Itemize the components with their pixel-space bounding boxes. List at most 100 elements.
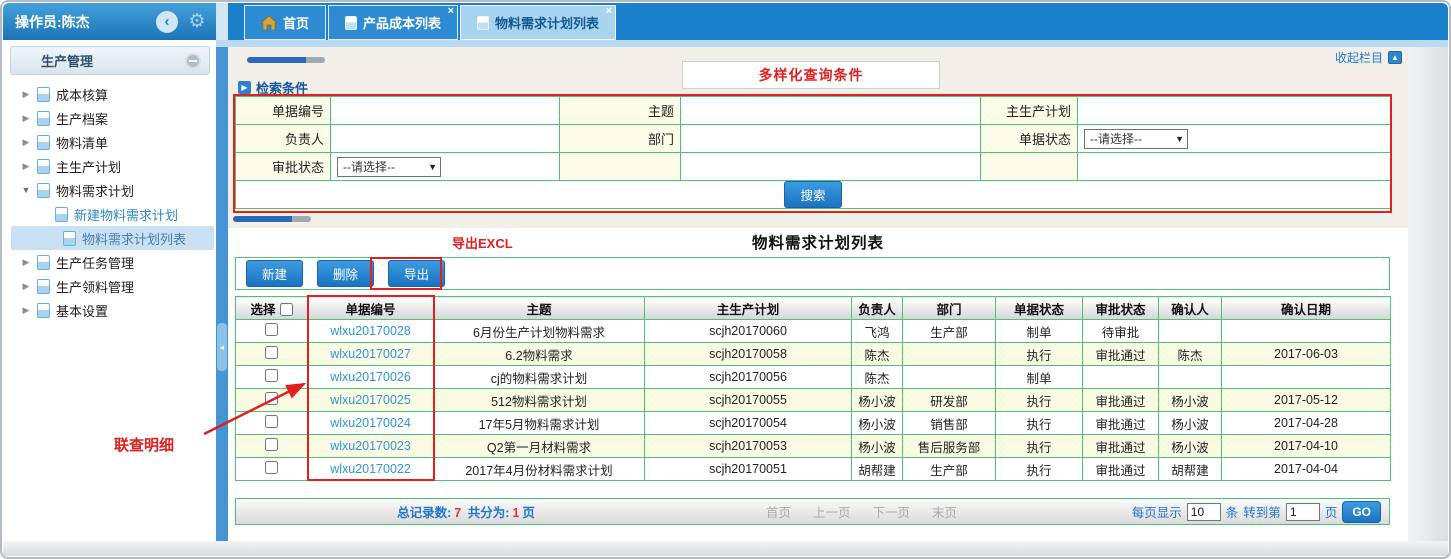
- field-label-doc-status: 单据状态: [980, 124, 1078, 153]
- sidebar-item-production-archive[interactable]: ▶ 生产档案: [22, 110, 109, 127]
- tab-label: 产品成本列表: [363, 16, 442, 31]
- row-checkbox[interactable]: [265, 438, 278, 451]
- document-icon: [37, 254, 50, 270]
- code-input[interactable]: [337, 99, 553, 122]
- sidebar-item-mrp[interactable]: ▼ 物料需求计划: [21, 182, 135, 199]
- sidebar-item-cost-accounting[interactable]: ▶ 成本核算: [22, 86, 109, 103]
- chevron-right-icon[interactable]: ▶: [22, 160, 30, 171]
- dept-input[interactable]: [687, 127, 974, 150]
- sidebar-item-task-management[interactable]: ▶ 生产任务管理: [22, 254, 135, 271]
- operator-header: 操作员:陈杰 ‹ ⚙: [3, 3, 216, 40]
- tab-close-icon[interactable]: ×: [447, 5, 455, 17]
- back-icon[interactable]: ‹: [156, 10, 178, 33]
- list-toolbar: 新建 删除 导出: [235, 257, 1390, 290]
- row-checkbox[interactable]: [265, 392, 278, 405]
- row-checkbox[interactable]: [265, 415, 278, 428]
- table-row: wlxu20170024 17年5月物料需求计划 scjh20170054 杨小…: [235, 411, 1391, 435]
- tab-close-icon[interactable]: ×: [605, 5, 613, 17]
- code-link[interactable]: wlxu20170024: [307, 411, 434, 435]
- table-row: wlxu20170025 512物料需求计划 scjh20170055 杨小波 …: [235, 388, 1391, 412]
- search-button[interactable]: 搜索: [784, 181, 842, 208]
- table-row: wlxu20170023 Q2第一月材料需求 scjh20170053 杨小波 …: [235, 434, 1391, 458]
- chevron-right-icon[interactable]: ▶: [22, 304, 30, 315]
- pagination-bar: 总记录数:7 共分为:1页 首页 上一页 下一页 末页 每页显示 条 转到第 页…: [235, 498, 1390, 525]
- approval-status-select[interactable]: --请选择-- ▼: [337, 156, 441, 177]
- chevron-right-icon[interactable]: ▶: [22, 256, 30, 267]
- search-section-header: ▶ 检索条件: [238, 78, 308, 97]
- collapse-section-label[interactable]: 收起栏目: [1334, 51, 1383, 65]
- search-form-table: 单据编号 主题 主生产计划 负责人 部门 单据状态 --请选择-- ▼: [235, 96, 1391, 209]
- annotation-export-excel: 导出EXCL: [452, 236, 513, 251]
- chevron-right-icon[interactable]: ▶: [22, 136, 30, 147]
- document-icon: [55, 206, 68, 222]
- column-code: 单据编号: [307, 296, 434, 320]
- select-all-checkbox[interactable]: [279, 302, 293, 316]
- sidebar-item-new-mrp[interactable]: 新建物料需求计划: [3, 202, 216, 226]
- chevron-right-icon[interactable]: ▶: [22, 280, 30, 291]
- tab-product-cost-list[interactable]: 产品成本列表 ×: [328, 5, 459, 40]
- column-confirm-date: 确认日期: [1221, 296, 1391, 320]
- collapse-panel-icon[interactable]: [185, 52, 201, 69]
- chevron-right-icon[interactable]: ▶: [22, 88, 30, 99]
- tab-mrp-list[interactable]: 物料需求计划列表 ×: [460, 5, 617, 40]
- header-gap-strip: [216, 3, 228, 40]
- subject-input[interactable]: [687, 99, 974, 122]
- owner-input[interactable]: [337, 127, 553, 150]
- prev-page-link[interactable]: 上一页: [813, 506, 851, 520]
- splitter-collapse-handle[interactable]: ◂: [217, 323, 227, 371]
- code-link[interactable]: wlxu20170022: [307, 457, 434, 481]
- code-link[interactable]: wlxu20170027: [307, 342, 434, 366]
- column-plan: 主生产计划: [644, 296, 852, 320]
- first-page-link[interactable]: 首页: [766, 506, 792, 520]
- sidebar-item-master-plan[interactable]: ▶ 主生产计划: [22, 158, 122, 175]
- code-link[interactable]: wlxu20170026: [307, 365, 434, 389]
- delete-button[interactable]: 删除: [317, 260, 375, 287]
- sidebar-item-basic-settings[interactable]: ▶ 基本设置: [22, 302, 109, 319]
- row-checkbox[interactable]: [265, 323, 278, 336]
- annotation-query-conditions: 多样化查询条件: [682, 61, 940, 89]
- new-button[interactable]: 新建: [246, 260, 304, 287]
- chevron-down-icon[interactable]: ▼: [21, 185, 31, 195]
- table-row: wlxu20170027 6.2物料需求 scjh20170058 陈杰 执行 …: [235, 342, 1391, 366]
- gear-icon[interactable]: ⚙: [188, 11, 206, 32]
- sidebar: 生产管理 ▶ 成本核算 ▶ 生产档案 ▶ 物料清单 ▶ 主生产计划: [3, 40, 216, 541]
- annotation-link-detail: 联查明细: [114, 437, 175, 454]
- next-page-link[interactable]: 下一页: [872, 506, 911, 520]
- page-size-input[interactable]: [1186, 502, 1221, 521]
- collapse-up-icon[interactable]: ▲: [1388, 51, 1402, 64]
- tab-label: 首页: [283, 16, 310, 31]
- export-button[interactable]: 导出: [388, 260, 446, 287]
- search-section-title: 检索条件: [256, 81, 309, 96]
- window-right-margin: [1408, 47, 1448, 543]
- row-checkbox[interactable]: [265, 369, 278, 382]
- tab-home[interactable]: 首页: [244, 5, 327, 40]
- select-arrow-icon: ▼: [1175, 133, 1184, 144]
- sidebar-item-material-requisition[interactable]: ▶ 生产领料管理: [22, 278, 135, 295]
- chevron-right-icon[interactable]: ▶: [22, 112, 30, 123]
- field-label-approval: 审批状态: [235, 152, 331, 181]
- sidebar-item-bom[interactable]: ▶ 物料清单: [22, 134, 109, 151]
- collapse-section-control: 收起栏目 ▲: [1290, 49, 1402, 66]
- code-link[interactable]: wlxu20170028: [307, 319, 434, 343]
- doc-status-select[interactable]: --请选择-- ▼: [1084, 128, 1188, 149]
- window-bottom-margin: [3, 541, 1448, 556]
- goto-page-input[interactable]: [1285, 502, 1320, 521]
- plan-input[interactable]: [1084, 99, 1384, 122]
- table-row: wlxu20170028 6月份生产计划物料需求 scjh20170060 飞鸿…: [235, 319, 1391, 343]
- row-checkbox[interactable]: [265, 461, 278, 474]
- row-checkbox[interactable]: [265, 346, 278, 359]
- field-label-owner: 负责人: [235, 124, 331, 153]
- loading-bar: [233, 216, 311, 222]
- code-link[interactable]: wlxu20170023: [307, 434, 434, 458]
- mrp-table: 选择 单据编号 主题 主生产计划 负责人 部门 单据状态 审批状态 确认人 确认…: [235, 296, 1391, 481]
- empty-cell: [1077, 152, 1391, 181]
- document-icon: [37, 158, 50, 174]
- sidebar-title: 生产管理: [41, 54, 94, 69]
- go-button[interactable]: GO: [1342, 500, 1381, 523]
- sidebar-item-mrp-list[interactable]: 物料需求计划列表: [11, 226, 214, 250]
- code-link[interactable]: wlxu20170025: [307, 388, 434, 412]
- table-header-row: 选择 单据编号 主题 主生产计划 负责人 部门 单据状态 审批状态 确认人 确认…: [235, 296, 1391, 320]
- expand-section-icon[interactable]: ▶: [238, 81, 251, 94]
- last-page-link[interactable]: 末页: [932, 506, 958, 520]
